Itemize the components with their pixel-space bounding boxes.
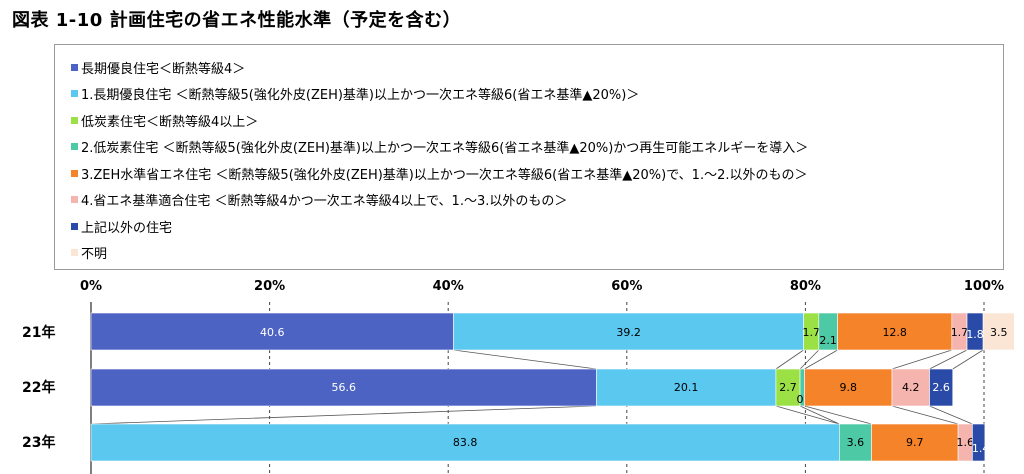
series-connector-line xyxy=(799,349,820,370)
legend-item: 2.低炭素住宅 ＜断熱等級5(強化外皮(ZEH)基準)以上かつ一次エネ等級6(省… xyxy=(71,134,1003,161)
data-label: 12.8 xyxy=(882,326,907,339)
x-tick-label: 20% xyxy=(254,279,285,294)
bar-segment xyxy=(972,423,986,462)
stacked-bar-chart: 0% 20% 40% 60% 80% 100%21年 40.6 39.2 1.72.112.8 1… xyxy=(22,279,1015,474)
legend-label: 低炭素住宅＜断熱等級4以上＞ xyxy=(81,114,259,130)
legend-swatch xyxy=(71,222,78,230)
legend-label: 1.長期優良住宅 ＜断熱等級5(強化外皮(ZEH)基準)以上かつ一次エネ等級6(… xyxy=(81,88,640,104)
series-connector-line xyxy=(952,349,984,370)
series-connector-line xyxy=(453,349,597,370)
series-connector-line xyxy=(804,349,838,370)
bar-segment xyxy=(90,368,597,407)
x-tick-label: 100% xyxy=(964,279,1004,294)
legend-label: 3.ZEH水準省エネ住宅 ＜断熱等級5(強化外皮(ZEH)基準)以上かつ一次エネ… xyxy=(81,167,808,183)
data-label: 1.4 xyxy=(972,442,990,455)
data-label: 1.6 xyxy=(956,436,974,449)
legend-label: 2.低炭素住宅 ＜断熱等級5(強化外皮(ZEH)基準)以上かつ一次エネ等級6(省… xyxy=(81,141,809,157)
series-connector-line xyxy=(929,349,968,370)
data-label: 2.6 xyxy=(932,381,950,394)
legend-swatch xyxy=(71,169,78,177)
x-tick-label: 80% xyxy=(790,279,821,294)
legend-label: 上記以外の住宅 xyxy=(81,220,173,236)
x-tick-label: 0% xyxy=(80,279,102,294)
data-label: 9.8 xyxy=(840,381,858,394)
series-connector-line xyxy=(775,349,804,370)
bar-segment xyxy=(871,423,959,462)
legend-swatch xyxy=(71,196,78,204)
legend-item: 3.ZEH水準省エネ住宅 ＜断熱等級5(強化外皮(ZEH)基準)以上かつ一次エネ… xyxy=(71,160,1003,187)
bar-segment xyxy=(90,423,840,462)
x-tick-label: 60% xyxy=(611,279,642,294)
bar-segment xyxy=(775,368,801,407)
bar-segment xyxy=(839,423,872,462)
series-connector-line xyxy=(891,405,959,425)
legend-item: 不明 xyxy=(71,240,1003,267)
data-label: 20.1 xyxy=(674,381,699,394)
series-connector-line xyxy=(891,349,952,370)
data-label: 3.5 xyxy=(990,326,1008,339)
bar-segment xyxy=(929,368,954,407)
data-label: 1.7 xyxy=(802,326,820,339)
data-label: 3.6 xyxy=(847,436,865,449)
data-label: 2.1 xyxy=(819,334,837,347)
bar-segment xyxy=(90,312,454,351)
category-label: 22年 xyxy=(22,379,55,396)
category-label: 21年 xyxy=(22,324,55,341)
category-label: 23年 xyxy=(22,434,55,451)
chart-legend: 長期優良住宅＜断熱等級4＞ 1.長期優良住宅 ＜断熱等級5(強化外皮(ZEH)基準… xyxy=(54,44,1004,270)
legend-item: 低炭素住宅＜断熱等級4以上＞ xyxy=(71,107,1003,134)
legend-label: 4.省エネ基準適合住宅 ＜断熱等級4かつ一次エネ等級4以上で、1.～3.以外のも… xyxy=(81,194,568,210)
legend-item: 長期優良住宅＜断熱等級4＞ xyxy=(71,54,1003,81)
legend-swatch xyxy=(71,90,78,98)
series-connector-line xyxy=(799,405,840,425)
legend-swatch xyxy=(71,249,78,257)
data-label: 4.2 xyxy=(902,381,920,394)
data-label: 39.2 xyxy=(616,326,641,339)
data-label: 83.8 xyxy=(453,436,478,449)
legend-swatch xyxy=(71,63,78,71)
legend-item: 上記以外の住宅 xyxy=(71,213,1003,240)
data-label: 1.7 xyxy=(951,326,969,339)
legend-label: 不明 xyxy=(81,247,108,263)
series-connector-line xyxy=(804,405,872,425)
series-connector-line xyxy=(775,405,840,425)
legend-item: 4.省エネ基準適合住宅 ＜断熱等級4かつ一次エネ等級4以上で、1.～3.以外のも… xyxy=(71,187,1003,214)
series-connector-line xyxy=(929,405,973,425)
legend-swatch xyxy=(71,143,78,151)
series-connector-line xyxy=(90,405,597,425)
legend-label: 長期優良住宅＜断熱等級4＞ xyxy=(81,61,246,77)
data-label: 56.6 xyxy=(331,381,356,394)
data-label: 2.7 xyxy=(779,381,797,394)
data-label: 40.6 xyxy=(260,326,285,339)
x-tick-label: 40% xyxy=(433,279,464,294)
legend-item: 1.長期優良住宅 ＜断熱等級5(強化外皮(ZEH)基準)以上かつ一次エネ等級6(… xyxy=(71,81,1003,108)
data-label: 9.7 xyxy=(906,436,924,449)
bar-segment xyxy=(891,368,930,407)
bar-segment xyxy=(804,368,893,407)
data-label: 1.8 xyxy=(966,328,984,341)
page-title: 図表 1-10 計画住宅の省エネ性能水準（予定を含む） xyxy=(12,10,462,31)
bar-segment xyxy=(982,312,1015,351)
legend-swatch xyxy=(71,116,78,124)
bar-segment xyxy=(596,368,777,407)
